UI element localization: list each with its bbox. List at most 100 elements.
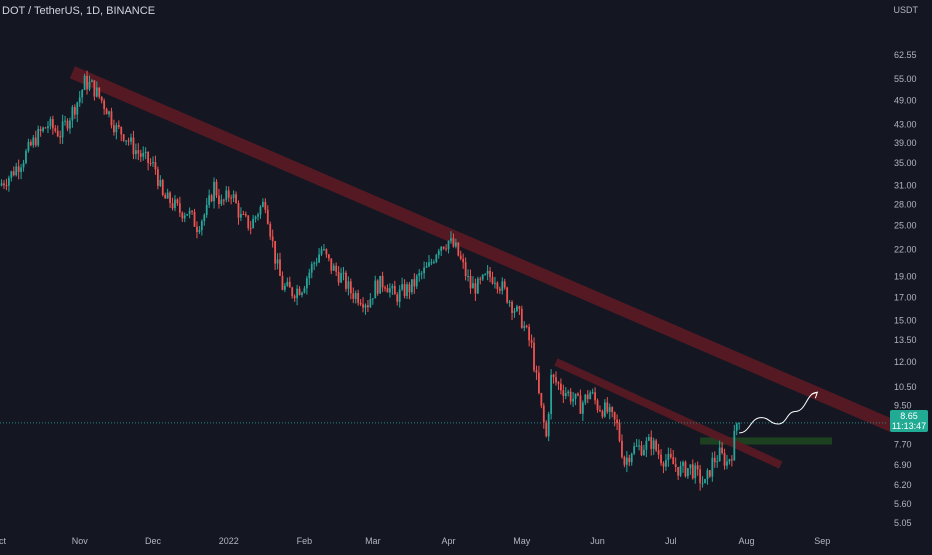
candle-body	[643, 449, 645, 456]
x-tick-label: 2022	[219, 536, 239, 546]
candle-body	[100, 96, 103, 101]
y-tick-label: 6.20	[894, 480, 912, 490]
candle-body	[689, 464, 692, 469]
candle-body	[498, 288, 501, 291]
candle-body	[327, 254, 330, 259]
candle-body	[130, 137, 132, 142]
y-tick-label: 43.00	[894, 120, 917, 130]
y-tick-label: 19.00	[894, 272, 917, 282]
candle-body	[210, 195, 213, 202]
candle-body	[76, 102, 79, 115]
candle-body	[708, 470, 711, 477]
candle-body	[25, 150, 27, 164]
candle-body	[633, 446, 636, 454]
candle-body	[447, 240, 450, 249]
candle-body	[606, 402, 609, 412]
candle-body	[623, 457, 626, 465]
candle-body	[249, 228, 252, 230]
candle-body	[586, 394, 589, 400]
candle-body	[303, 288, 306, 293]
candle-body	[64, 120, 66, 122]
candle-body	[127, 140, 130, 142]
candle-body	[733, 430, 736, 461]
candle-body	[10, 171, 13, 178]
candle-body	[550, 374, 553, 414]
candle-body	[244, 214, 247, 216]
candle-body	[86, 75, 88, 90]
candle-body	[652, 440, 655, 449]
candle-body	[476, 278, 479, 294]
candle-body	[110, 111, 113, 126]
candle-body	[235, 194, 237, 204]
candle-body	[621, 440, 623, 458]
candle-body	[413, 279, 416, 287]
candle-body	[318, 254, 320, 263]
projection-arrow-icon	[811, 391, 819, 399]
candle-body	[428, 262, 430, 267]
candle-body	[357, 293, 360, 303]
candle-body	[176, 199, 179, 204]
candle-body	[450, 238, 452, 241]
candle-body	[29, 141, 32, 146]
candle-body	[672, 457, 675, 465]
candle-body	[486, 270, 489, 275]
candle-body	[569, 391, 572, 402]
candle-body	[196, 226, 198, 232]
candle-body	[635, 445, 638, 447]
candle-body	[83, 75, 86, 91]
y-tick-label: 35.00	[894, 158, 917, 168]
candle-body	[91, 80, 93, 82]
candle-body	[718, 447, 721, 462]
lower-resistance	[554, 358, 783, 469]
candle-body	[354, 293, 357, 299]
candle-body	[88, 81, 91, 90]
y-tick-label: 31.00	[894, 181, 917, 191]
candle-body	[403, 284, 406, 297]
y-tick-label: 5.05	[894, 518, 912, 528]
candle-body	[711, 457, 714, 477]
candle-body	[445, 248, 447, 250]
candle-body	[108, 111, 110, 115]
candle-body	[347, 281, 350, 289]
candle-body	[420, 273, 423, 275]
candle-body	[389, 288, 391, 293]
candle-body	[591, 392, 594, 394]
candle-body	[406, 284, 408, 297]
bar-countdown: 11:13:47	[891, 421, 927, 431]
candle-body	[296, 288, 298, 299]
candle-body	[222, 199, 225, 201]
candle-body	[435, 254, 438, 263]
candle-body	[393, 285, 396, 295]
candle-body	[252, 218, 255, 229]
candle-body	[147, 151, 150, 163]
x-tick-label: May	[513, 536, 531, 546]
candle-body	[704, 479, 706, 484]
candle-body	[506, 287, 509, 303]
candle-body	[115, 125, 118, 133]
candle-body	[213, 181, 215, 202]
candle-body	[134, 150, 137, 155]
candle-body	[474, 283, 477, 294]
current-price-value: 8.65	[900, 411, 918, 421]
candle-body	[305, 278, 308, 289]
candle-body	[3, 183, 5, 186]
candle-body	[274, 240, 277, 264]
candle-body	[166, 192, 169, 199]
candle-body	[15, 166, 18, 176]
candle-body	[540, 393, 543, 406]
candle-body	[308, 272, 311, 279]
upper-resistance	[69, 66, 896, 433]
candle-body	[32, 137, 35, 146]
y-tick-label: 13.50	[894, 335, 917, 345]
candle-body	[298, 288, 301, 295]
candle-body	[352, 293, 355, 299]
candle-body	[738, 422, 741, 424]
candle-body	[266, 209, 269, 224]
candle-body	[340, 273, 342, 283]
candle-body	[442, 246, 445, 249]
candle-body	[706, 470, 709, 480]
x-tick-label: Nov	[72, 536, 89, 546]
candle-body	[518, 306, 521, 309]
